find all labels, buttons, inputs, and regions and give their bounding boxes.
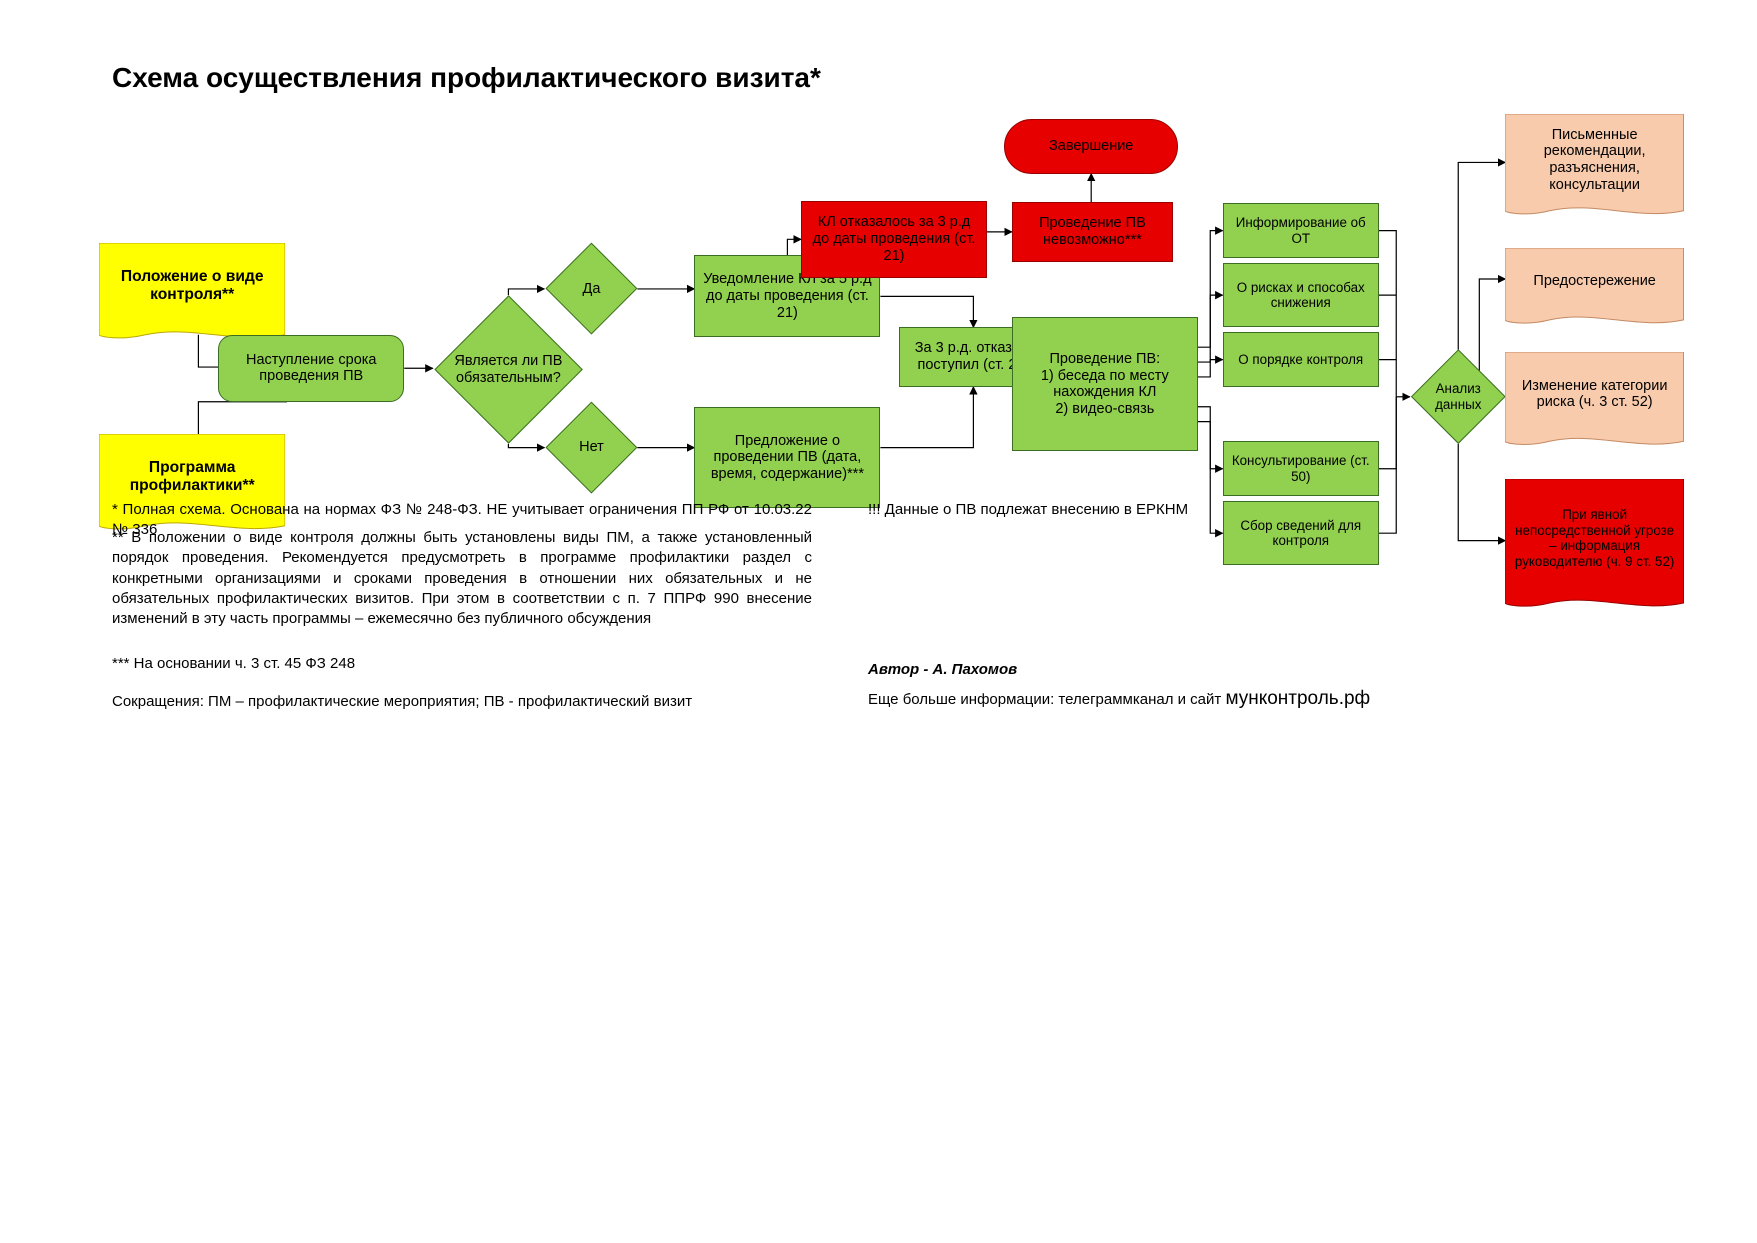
erknm-note: !!! Данные о ПВ подлежат внесению в ЕРКН… xyxy=(868,500,1288,520)
node-n_offer: Предложение о проведении ПВ (дата, время… xyxy=(694,407,880,509)
more-info-site: мунконтроль.рф xyxy=(1225,688,1370,709)
edge-n_offer-n_norefuse xyxy=(880,387,973,448)
flowchart-canvas: Схема осуществления профилактического ви… xyxy=(0,0,1757,1243)
footnote-4: Сокращения: ПМ – профилактические меропр… xyxy=(112,692,812,712)
edge-n_info4-n_analysis xyxy=(1379,397,1396,469)
edge-n_mand-n_yes xyxy=(508,289,544,295)
node-n_info1: Информирование об ОТ xyxy=(1223,203,1379,258)
node-n_info4: Консультирование (ст. 50) xyxy=(1223,441,1379,496)
author-line: Автор - А. Пахомов xyxy=(868,660,1368,680)
node-n_pos-shape xyxy=(99,243,285,350)
node-n_due: Наступление срока проведения ПВ xyxy=(218,335,404,402)
edge-n_notify-n_norefuse xyxy=(880,296,973,327)
edge-n_conduct-n_info4 xyxy=(1198,407,1223,469)
node-n_impossible: Проведение ПВ невозможно*** xyxy=(1012,202,1173,262)
node-n_no-shape xyxy=(546,402,638,494)
node-n_analysis-shape xyxy=(1411,350,1505,444)
edge-n_conduct-n_info1 xyxy=(1198,231,1223,348)
edge-n_info5-n_analysis xyxy=(1379,397,1396,533)
more-info-line: Еще больше информации: телеграммканал и … xyxy=(868,686,1428,712)
node-n_info3: О порядке контроля xyxy=(1223,332,1379,387)
node-n_end: Завершение xyxy=(1004,119,1178,174)
edge-n_conduct-n_info3 xyxy=(1198,360,1223,377)
footnote-3: *** На основании ч. 3 ст. 45 ФЗ 248 xyxy=(112,654,812,674)
node-n_mand-shape xyxy=(434,295,583,444)
edge-n_notify-n_refused xyxy=(787,239,801,255)
edge-n_analysis-n_out4 xyxy=(1458,444,1505,541)
node-n_refused: КЛ отказалось за 3 р.д до даты проведени… xyxy=(801,201,987,278)
edge-n_analysis-n_out1 xyxy=(1458,162,1505,349)
node-n_conduct: Проведение ПВ: 1) беседа по месту нахожд… xyxy=(1012,317,1198,451)
edge-n_mand-n_no xyxy=(508,444,544,448)
node-n_out1-shape xyxy=(1505,114,1684,226)
node-n_yes-shape xyxy=(546,243,638,335)
edge-n_info1-n_analysis xyxy=(1379,231,1396,397)
edge-n_analysis-n_out2 xyxy=(1479,279,1505,372)
node-n_out3-shape xyxy=(1505,352,1684,456)
node-n_out4-shape xyxy=(1505,479,1684,618)
node-n_info2: О рисках и способах снижения xyxy=(1223,263,1379,327)
page-title: Схема осуществления профилактического ви… xyxy=(112,62,821,94)
footnote-2: ** В положении о виде контроля должны бы… xyxy=(112,528,812,629)
edge-n_conduct-n_info2 xyxy=(1198,295,1223,362)
more-info-prefix: Еще больше информации: телеграммканал и … xyxy=(868,691,1225,708)
node-n_out2-shape xyxy=(1505,248,1684,335)
